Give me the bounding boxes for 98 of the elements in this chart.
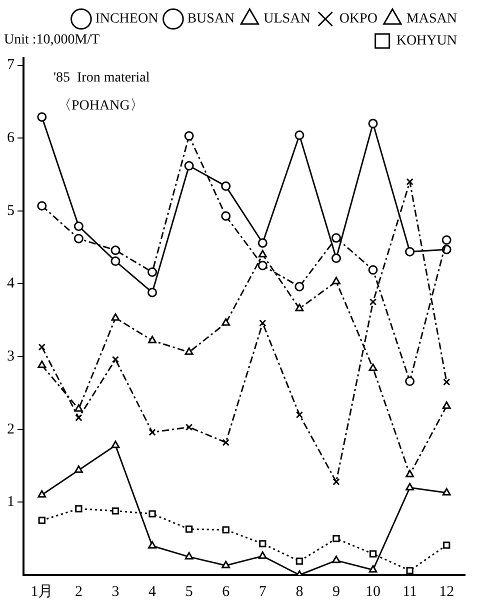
x-tick-label: 5 <box>185 584 193 600</box>
point <box>222 438 230 446</box>
annotation: '85 Iron material <box>54 70 150 86</box>
point <box>38 360 46 368</box>
point <box>185 424 193 431</box>
y-tick-label: 5 <box>7 202 14 219</box>
point <box>332 556 340 564</box>
point <box>222 560 230 568</box>
x-tick-label: 4 <box>148 584 157 600</box>
legend-label: BUSAN <box>187 12 235 27</box>
point <box>38 490 46 498</box>
point <box>112 507 120 514</box>
legend-label: ULSAN <box>264 12 310 27</box>
point <box>368 265 378 275</box>
point <box>294 130 304 140</box>
point <box>258 238 268 248</box>
x-tick-label: 2 <box>74 584 82 600</box>
point <box>111 313 120 321</box>
point <box>331 233 341 243</box>
point <box>148 288 158 298</box>
x-tick-label: 12 <box>439 584 454 600</box>
point <box>184 131 194 141</box>
x-tick-label: 11 <box>402 584 418 600</box>
legend-label: MASAN <box>406 12 458 27</box>
point <box>259 540 266 548</box>
point <box>258 250 267 258</box>
point <box>332 276 340 284</box>
point <box>332 478 340 486</box>
point <box>222 318 230 326</box>
point <box>258 551 267 559</box>
point <box>37 201 47 211</box>
point <box>75 505 82 512</box>
point <box>148 541 156 549</box>
point <box>406 178 414 186</box>
point <box>294 282 304 292</box>
point <box>221 181 231 191</box>
point <box>406 470 414 478</box>
point <box>368 363 378 371</box>
point <box>110 245 120 255</box>
point <box>184 552 194 560</box>
point <box>405 246 415 256</box>
point <box>368 118 378 128</box>
y-tick-label: 3 <box>7 348 14 364</box>
legend-label: OKPO <box>339 12 378 27</box>
x-tick-label: 6 <box>222 584 230 600</box>
point <box>38 516 46 524</box>
point <box>112 356 120 364</box>
point <box>221 211 231 221</box>
point <box>258 260 268 270</box>
point <box>443 378 450 386</box>
point <box>406 567 414 574</box>
point <box>443 542 450 549</box>
y-axis-title: Unit :10,000M/T <box>4 32 100 48</box>
point <box>75 414 82 422</box>
x-tick-label: 1月 <box>30 584 54 600</box>
point <box>185 526 193 533</box>
point <box>38 344 46 351</box>
point <box>148 336 156 344</box>
y-tick-label: 7 <box>7 57 15 74</box>
x-tick-label: 8 <box>296 584 304 600</box>
point <box>148 428 156 436</box>
x-tick-label: 9 <box>332 584 340 600</box>
point <box>295 304 304 312</box>
legend-label: KOHYUN <box>396 34 458 49</box>
point <box>74 465 83 473</box>
point <box>442 488 451 496</box>
point <box>111 440 120 448</box>
point <box>405 376 415 386</box>
point <box>74 221 84 231</box>
y-tick-label: 2 <box>7 421 14 438</box>
point <box>184 347 194 355</box>
point <box>74 234 84 244</box>
point <box>331 253 341 263</box>
y-tick-label: 1 <box>7 494 14 510</box>
point <box>368 565 378 573</box>
point <box>369 298 377 306</box>
point <box>369 550 377 558</box>
point <box>148 510 156 518</box>
point <box>37 112 47 122</box>
legend-label: INCHEON <box>95 12 158 27</box>
point <box>148 267 158 277</box>
point <box>442 401 451 409</box>
point <box>296 411 304 418</box>
point <box>184 161 194 171</box>
point <box>259 319 266 327</box>
point <box>74 404 83 412</box>
point <box>442 235 452 245</box>
x-tick-label: 3 <box>112 584 120 600</box>
point <box>296 558 304 565</box>
point <box>406 482 414 490</box>
point <box>222 526 230 534</box>
x-tick-label: 10 <box>366 584 381 600</box>
x-tick-label: 7 <box>258 584 267 600</box>
point <box>332 535 340 542</box>
y-tick-label: 4 <box>7 276 15 292</box>
annotation: 〈POHANG〉 <box>58 98 144 114</box>
y-tick-label: 6 <box>7 130 15 146</box>
point <box>110 256 120 266</box>
